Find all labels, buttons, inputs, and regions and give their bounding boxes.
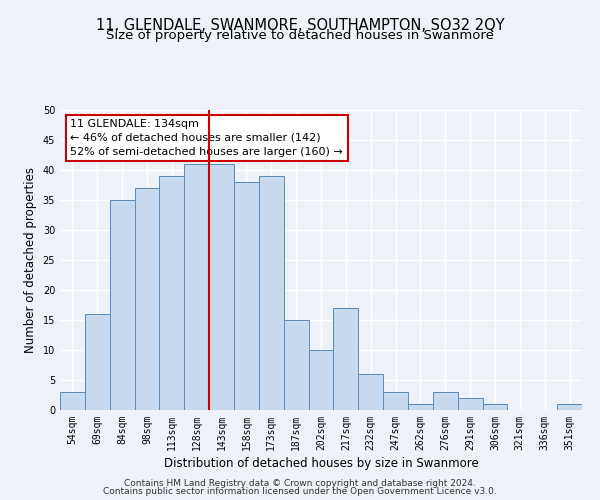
Bar xyxy=(284,320,308,410)
Bar xyxy=(458,398,482,410)
Text: 11 GLENDALE: 134sqm
← 46% of detached houses are smaller (142)
52% of semi-detac: 11 GLENDALE: 134sqm ← 46% of detached ho… xyxy=(70,119,343,157)
Bar xyxy=(308,350,334,410)
Text: 11, GLENDALE, SWANMORE, SOUTHAMPTON, SO32 2QY: 11, GLENDALE, SWANMORE, SOUTHAMPTON, SO3… xyxy=(95,18,505,32)
X-axis label: Distribution of detached houses by size in Swanmore: Distribution of detached houses by size … xyxy=(164,457,478,470)
Text: Contains public sector information licensed under the Open Government Licence v3: Contains public sector information licen… xyxy=(103,487,497,496)
Bar xyxy=(134,188,160,410)
Bar xyxy=(358,374,383,410)
Bar xyxy=(85,314,110,410)
Bar xyxy=(482,404,508,410)
Bar xyxy=(234,182,259,410)
Bar xyxy=(433,392,458,410)
Bar xyxy=(557,404,582,410)
Bar xyxy=(160,176,184,410)
Y-axis label: Number of detached properties: Number of detached properties xyxy=(24,167,37,353)
Bar xyxy=(259,176,284,410)
Text: Size of property relative to detached houses in Swanmore: Size of property relative to detached ho… xyxy=(106,29,494,42)
Bar xyxy=(408,404,433,410)
Bar xyxy=(60,392,85,410)
Bar xyxy=(209,164,234,410)
Bar xyxy=(383,392,408,410)
Bar xyxy=(110,200,134,410)
Bar xyxy=(184,164,209,410)
Bar xyxy=(334,308,358,410)
Text: Contains HM Land Registry data © Crown copyright and database right 2024.: Contains HM Land Registry data © Crown c… xyxy=(124,478,476,488)
